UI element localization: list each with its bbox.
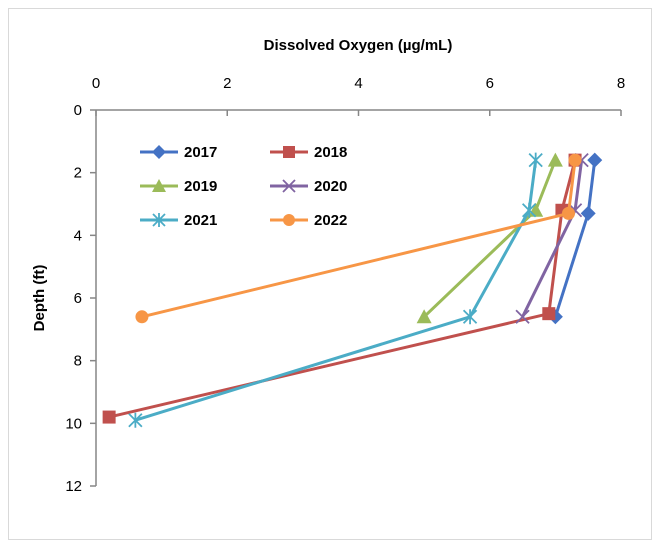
data-point-2021	[462, 309, 478, 325]
data-point-2021	[528, 152, 543, 168]
data-point-2019	[416, 309, 432, 324]
y-tick-label: 2	[74, 165, 82, 182]
legend-item-2021: 2021	[140, 212, 217, 229]
y-tick-label: 4	[74, 227, 82, 244]
legend-marker	[152, 145, 166, 159]
data-point-2017	[580, 205, 596, 221]
data-point-2021	[521, 202, 537, 218]
legend-marker	[283, 214, 295, 226]
series-layer	[102, 152, 603, 428]
data-point-2017	[587, 152, 603, 168]
y-tick-label: 12	[65, 478, 82, 495]
data-point-2021	[128, 412, 143, 428]
legend-label: 2019	[184, 178, 217, 195]
data-point-2018	[102, 410, 116, 424]
legend-label: 2022	[314, 212, 347, 229]
axes: 0 2 4 6 8 0 2 4 6 8 10 12	[65, 75, 625, 495]
legend-marker	[283, 146, 295, 158]
legend-item-2018: 2018	[270, 144, 347, 161]
x-tick-label: 2	[223, 75, 231, 92]
y-tick-label: 8	[74, 353, 82, 370]
legend-label: 2020	[314, 178, 347, 195]
legend-label: 2017	[184, 144, 217, 161]
legend-item-2019: 2019	[140, 178, 217, 195]
data-point-2020	[515, 309, 530, 324]
series-2017	[547, 152, 603, 325]
x-tick-label: 4	[354, 75, 362, 92]
legend-label: 2018	[314, 144, 347, 161]
y-axis-title: Depth (ft)	[31, 265, 48, 332]
legend-item-2020: 2020	[270, 178, 347, 195]
data-point-2019	[547, 152, 563, 167]
legend: 2017 2018 2019 2020 2021 2022	[140, 144, 347, 229]
y-tick-label: 6	[74, 290, 82, 307]
series-2022	[135, 153, 582, 324]
y-tick-label: 10	[65, 415, 82, 432]
series-2019	[416, 152, 563, 324]
x-tick-label: 6	[486, 75, 494, 92]
data-point-2022	[562, 206, 575, 220]
series-2021	[128, 152, 543, 428]
legend-marker	[152, 213, 166, 227]
data-point-2018	[542, 307, 556, 321]
x-axis-title: Dissolved Oxygen (µg/mL)	[264, 37, 453, 54]
series-line-2021	[134, 159, 538, 422]
x-tick-label: 8	[617, 75, 625, 92]
legend-marker	[152, 179, 166, 192]
x-tick-label: 0	[92, 75, 100, 92]
legend-item-2022: 2022	[270, 212, 347, 229]
data-point-2022	[568, 153, 582, 167]
data-point-2022	[135, 310, 149, 324]
legend-marker	[282, 179, 296, 193]
y-tick-label: 0	[74, 102, 82, 119]
series-line-2018	[108, 159, 577, 419]
legend-item-2017: 2017	[140, 144, 217, 161]
legend-label: 2021	[184, 212, 217, 229]
